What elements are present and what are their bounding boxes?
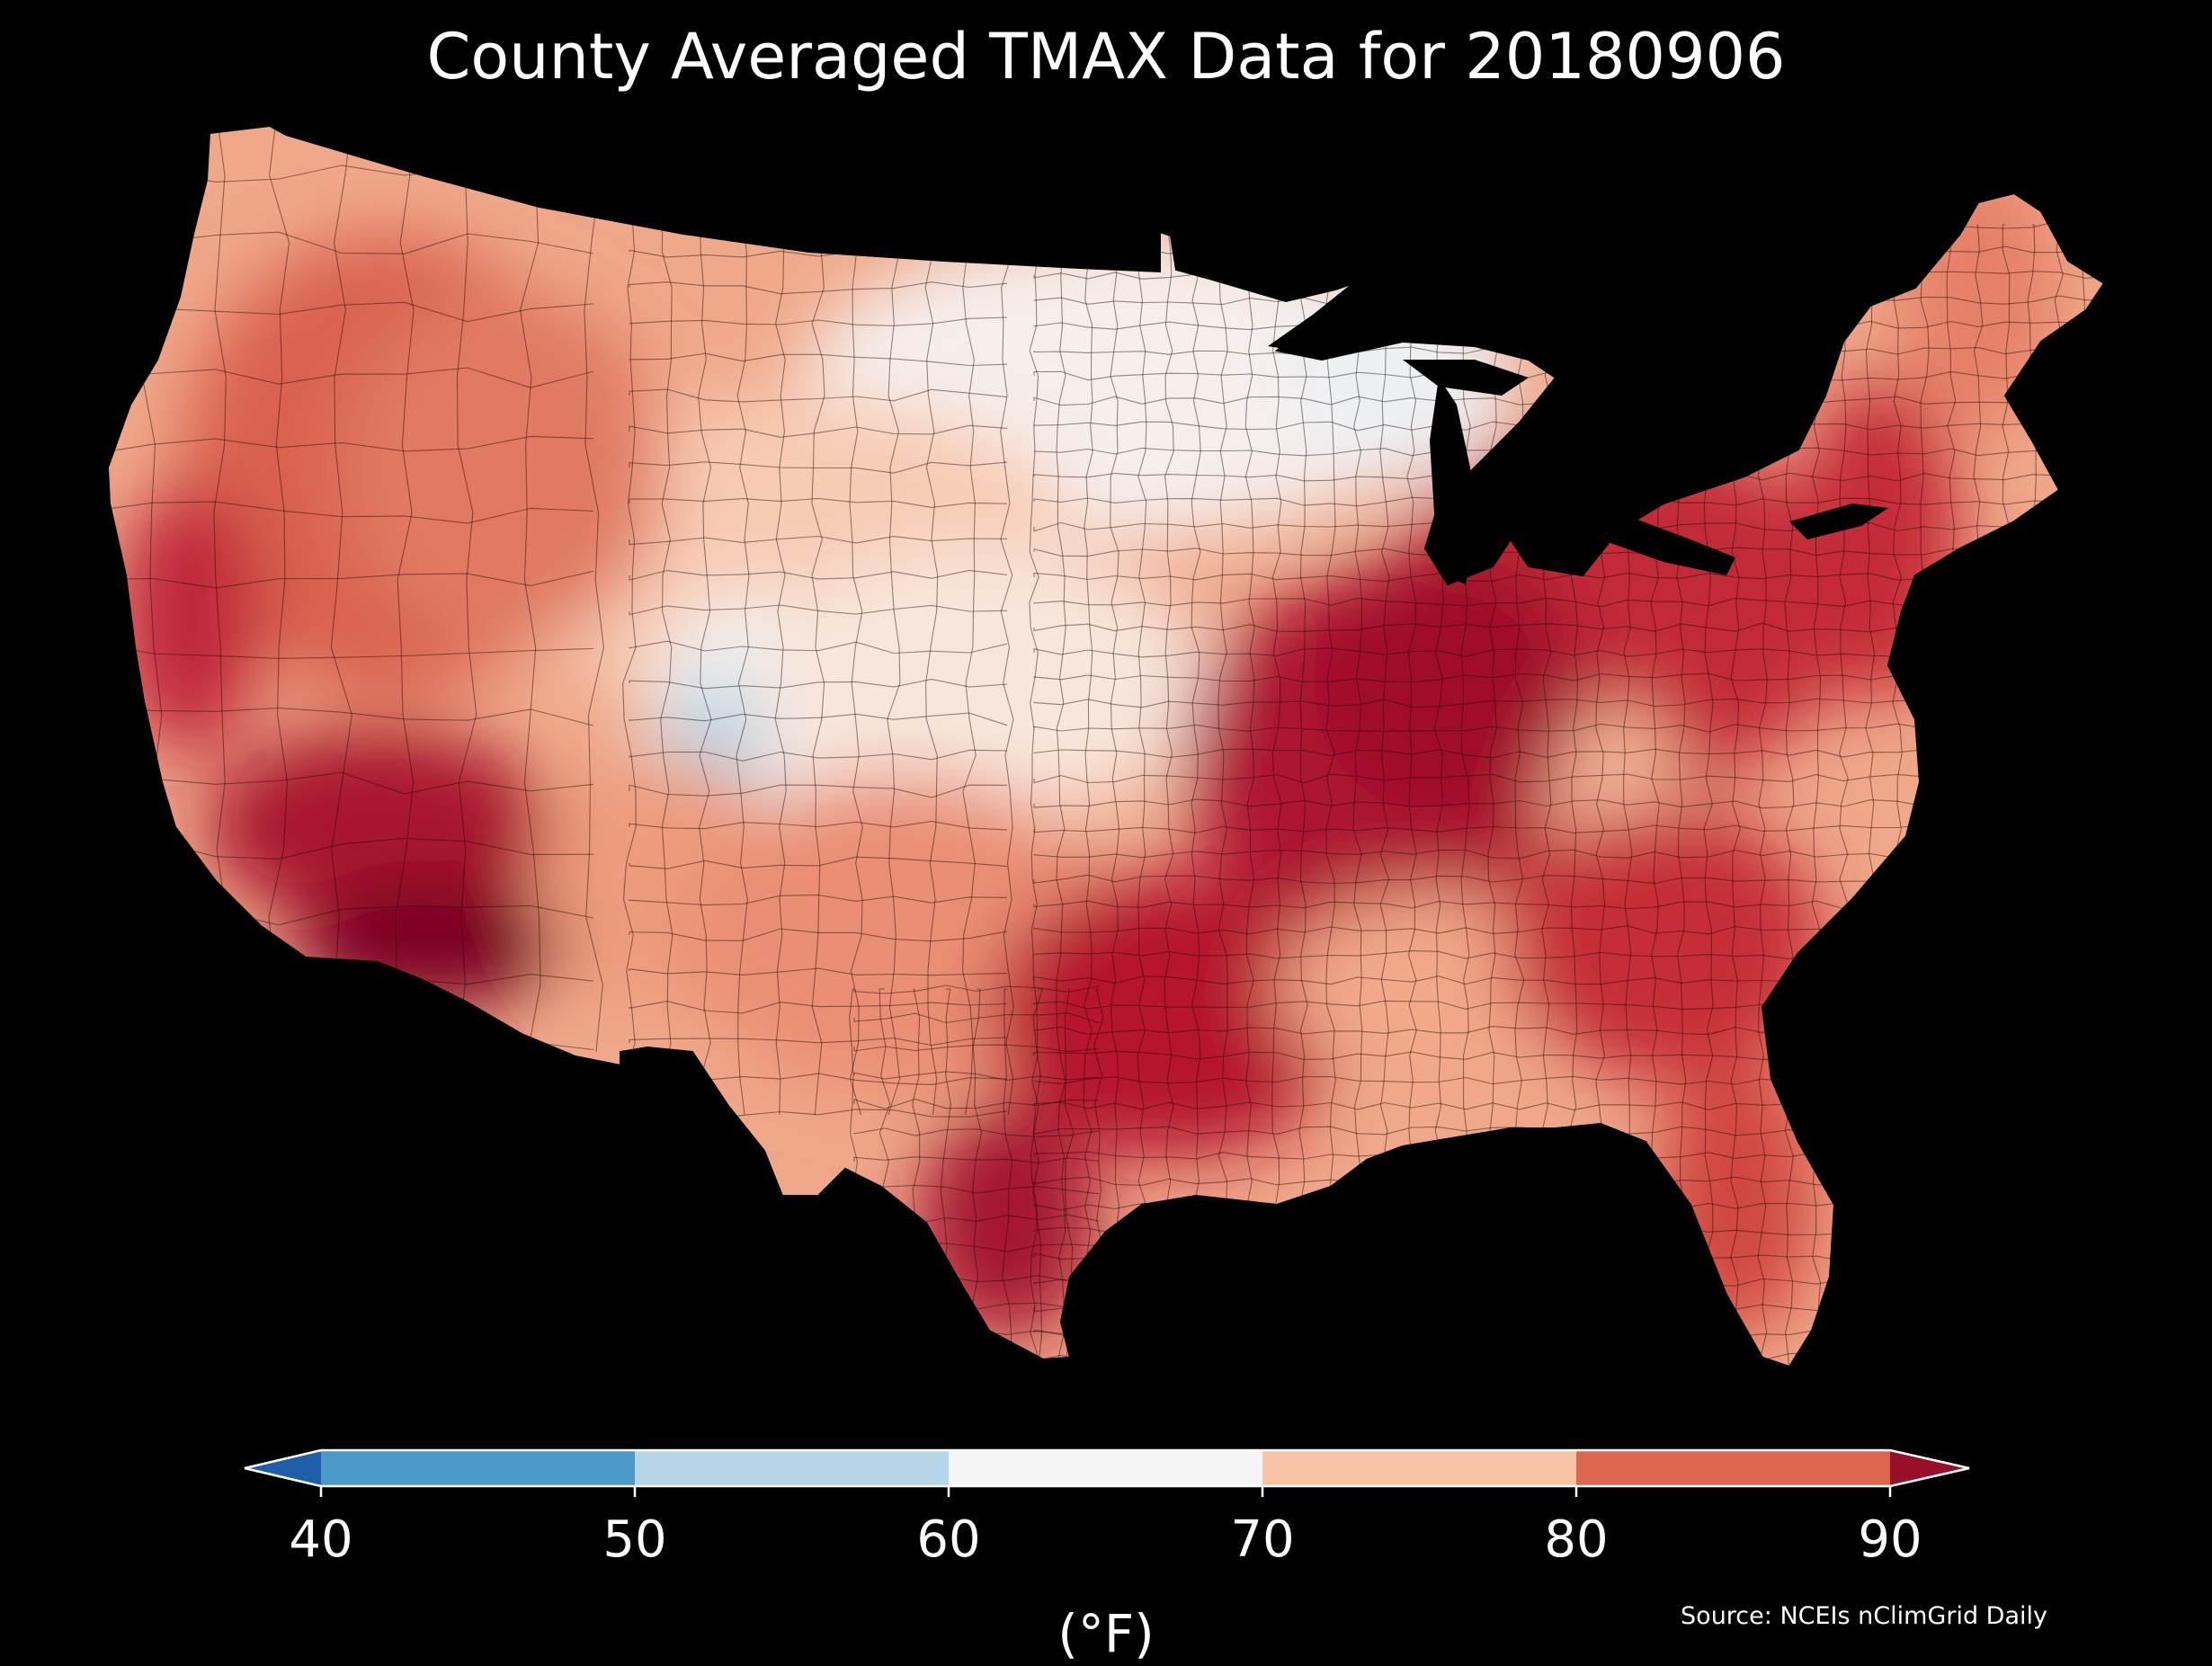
colorbar-bin bbox=[1576, 1450, 1891, 1486]
colorbar-unit-label: (°F) bbox=[1057, 1603, 1155, 1664]
colorbar-extend-high bbox=[1890, 1450, 1969, 1486]
colorbar-tick-label: 50 bbox=[602, 1510, 667, 1569]
source-credit: Source: NCEIs nClimGrid Daily bbox=[1681, 1602, 2047, 1630]
colorbar-extend-low bbox=[245, 1450, 321, 1486]
colorbar-tick-label: 90 bbox=[1858, 1510, 1922, 1569]
colorbar-bin bbox=[635, 1450, 950, 1486]
colorbar-tick-label: 80 bbox=[1544, 1510, 1609, 1569]
colorbar-bin bbox=[321, 1450, 636, 1486]
map-title: County Averaged TMAX Data for 20180906 bbox=[426, 20, 1786, 94]
colorbar-tick-label: 40 bbox=[289, 1510, 353, 1569]
colorbar-bin bbox=[949, 1450, 1263, 1486]
colorbar-tick-label: 70 bbox=[1230, 1510, 1295, 1569]
colorbar-bin bbox=[1262, 1450, 1577, 1486]
great-lakes bbox=[1268, 279, 1888, 584]
colorbar-tick-label: 60 bbox=[916, 1510, 981, 1569]
